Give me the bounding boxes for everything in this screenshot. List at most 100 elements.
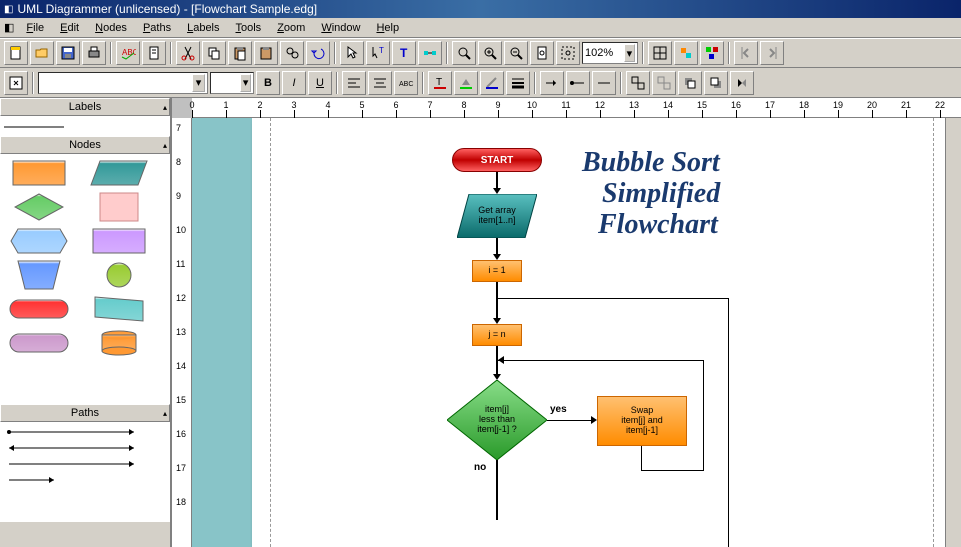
zoom-page-button[interactable] <box>530 41 554 65</box>
align-center-button[interactable] <box>368 71 392 95</box>
text-button[interactable]: T <box>392 41 416 65</box>
group-button[interactable] <box>626 71 650 95</box>
ungroup-button[interactable] <box>652 71 676 95</box>
palette-shape-5[interactable] <box>84 226 154 256</box>
palette-shape-4[interactable] <box>4 226 74 256</box>
font-dropdown-icon[interactable]: ▾ <box>192 74 205 92</box>
canvas[interactable]: Bubble Sort Simplified Flowchart START <box>192 118 945 547</box>
new-button[interactable] <box>4 41 28 65</box>
zoom-fit-button[interactable] <box>452 41 476 65</box>
pointer-button[interactable] <box>340 41 364 65</box>
menu-edit[interactable]: Edit <box>52 20 87 36</box>
print-button[interactable] <box>82 41 106 65</box>
paths-panel-header[interactable]: Paths ▴ <box>0 404 170 422</box>
menu-nodes[interactable]: Nodes <box>87 20 135 36</box>
size-dropdown-icon[interactable]: ▾ <box>240 74 251 92</box>
start-node[interactable]: START <box>452 148 542 172</box>
menu-zoom[interactable]: Zoom <box>269 20 313 36</box>
path-shape-3[interactable] <box>4 458 144 470</box>
zoom-dropdown-icon[interactable]: ▾ <box>624 44 635 62</box>
fillcolor-button[interactable] <box>454 71 478 95</box>
palette-shape-11[interactable] <box>84 328 154 358</box>
snap-button[interactable] <box>674 41 698 65</box>
toolbar-main: ABC T T ▾ <box>0 38 961 68</box>
collapse-icon[interactable]: ▴ <box>163 103 167 112</box>
palette-shape-9[interactable] <box>84 294 154 324</box>
zoom-input[interactable] <box>585 47 624 59</box>
palette-shape-8[interactable] <box>4 294 74 324</box>
palette-shape-1[interactable] <box>84 158 154 188</box>
arrow1-button[interactable] <box>540 71 564 95</box>
layout-button[interactable] <box>700 41 724 65</box>
path-shape-2[interactable] <box>4 442 144 454</box>
zoom-in-button[interactable] <box>478 41 502 65</box>
font-input[interactable] <box>41 77 192 89</box>
abc-button[interactable]: ABC <box>394 71 418 95</box>
copy-button[interactable] <box>202 41 226 65</box>
arrow-icon <box>498 356 504 364</box>
palette-shape-2[interactable] <box>4 192 74 222</box>
font-combo[interactable]: ▾ <box>38 72 208 94</box>
app-icon: ◧ <box>4 4 13 15</box>
nav-back-button[interactable] <box>734 41 758 65</box>
back-button[interactable] <box>704 71 728 95</box>
menu-help[interactable]: Help <box>368 20 407 36</box>
palette-shape-10[interactable] <box>4 328 74 358</box>
open-button[interactable] <box>30 41 54 65</box>
i1-node[interactable]: i = 1 <box>472 260 522 282</box>
swap-node[interactable]: Swap item[j] and item[j-1] <box>597 396 687 446</box>
menu-paths[interactable]: Paths <box>135 20 179 36</box>
bold-button[interactable]: B <box>256 71 280 95</box>
menu-tools[interactable]: Tools <box>228 20 270 36</box>
collapse-icon[interactable]: ▴ <box>163 409 167 418</box>
find-button[interactable] <box>280 41 304 65</box>
zoom-area-button[interactable] <box>556 41 580 65</box>
path-shape-1[interactable] <box>4 426 144 438</box>
cut-button[interactable] <box>176 41 200 65</box>
zoom-combo[interactable]: ▾ <box>582 42 638 64</box>
spell-button[interactable]: ABC <box>116 41 140 65</box>
save-button[interactable] <box>56 41 80 65</box>
collapse-icon[interactable]: ▴ <box>163 141 167 150</box>
size-input[interactable] <box>213 77 240 89</box>
textcolor-button[interactable]: T <box>428 71 452 95</box>
menu-file[interactable]: File <box>18 20 52 36</box>
mdi-icon[interactable]: ◧ <box>4 21 14 34</box>
front-button[interactable] <box>678 71 702 95</box>
arrow2-button[interactable] <box>566 71 590 95</box>
decision-node[interactable]: item[j] less than item[j-1] ? <box>447 380 547 460</box>
getarray-node[interactable]: Get array item[1..n] <box>457 194 537 238</box>
zoom-out-button[interactable] <box>504 41 528 65</box>
nav-fwd-button[interactable] <box>760 41 784 65</box>
align-tool-button[interactable] <box>4 71 28 95</box>
connector-button[interactable] <box>418 41 442 65</box>
paste-button[interactable] <box>228 41 252 65</box>
grid-button[interactable] <box>648 41 672 65</box>
linestyle-button[interactable] <box>506 71 530 95</box>
path-shape-4[interactable] <box>4 474 144 486</box>
palette-shape-6[interactable] <box>4 260 74 290</box>
duplicate-button[interactable] <box>254 41 278 65</box>
ruler-horizontal: 012345678910111213141516171819202122 <box>192 98 961 118</box>
align-left-button[interactable] <box>342 71 366 95</box>
doc-button[interactable] <box>142 41 166 65</box>
linecolor-button[interactable] <box>480 71 504 95</box>
nodes-panel-header[interactable]: Nodes ▴ <box>0 136 170 154</box>
arrow3-button[interactable] <box>592 71 616 95</box>
labels-panel-header[interactable]: Labels ▴ <box>0 98 170 116</box>
label-line-icon[interactable] <box>4 120 64 134</box>
palette-shape-7[interactable] <box>84 260 154 290</box>
flip-button[interactable] <box>730 71 754 95</box>
italic-button[interactable]: I <box>282 71 306 95</box>
palette-shape-0[interactable] <box>4 158 74 188</box>
connector <box>497 360 704 361</box>
text-pointer-button[interactable]: T <box>366 41 390 65</box>
underline-button[interactable]: U <box>308 71 332 95</box>
vertical-scrollbar[interactable] <box>945 118 961 547</box>
menu-window[interactable]: Window <box>313 20 368 36</box>
jn-node[interactable]: j = n <box>472 324 522 346</box>
undo-button[interactable] <box>306 41 330 65</box>
palette-shape-3[interactable] <box>84 192 154 222</box>
size-combo[interactable]: ▾ <box>210 72 254 94</box>
menu-labels[interactable]: Labels <box>179 20 227 36</box>
